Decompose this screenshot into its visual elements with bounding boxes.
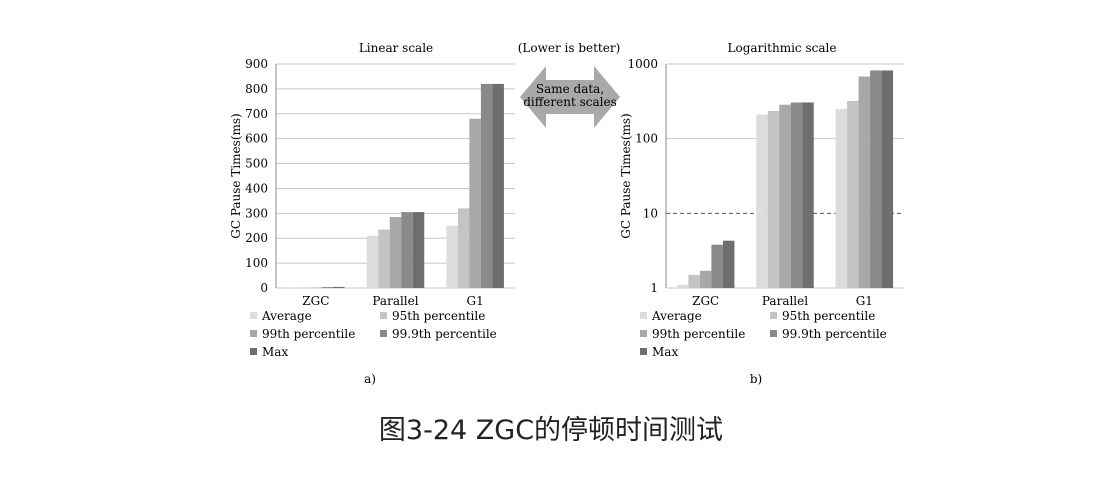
bar-zgc-99-9th-percentile: [321, 287, 334, 288]
bar-parallel-99th-percentile: [389, 217, 402, 288]
legend-swatch: [640, 348, 647, 355]
bar-g1-99-9th-percentile: [870, 70, 882, 288]
legend-swatch: [770, 330, 777, 337]
bar-parallel-99th-percentile: [779, 104, 791, 288]
bar-g1-99-9th-percentile: [480, 83, 493, 289]
x-tick-label: ZGC: [302, 294, 329, 308]
legend-swatch: [640, 330, 647, 337]
legend-label: 99th percentile: [652, 327, 745, 341]
x-tick-label: Parallel: [372, 294, 418, 308]
legend-swatch: [250, 348, 257, 355]
bar-g1-99th-percentile: [858, 76, 871, 288]
bar-parallel-max: [412, 212, 425, 288]
legend-swatch: [640, 312, 647, 319]
double-arrow-icon: [520, 66, 620, 128]
x-tick-label: G1: [467, 294, 484, 308]
y-tick-label: 600: [245, 132, 268, 146]
legend-label: 99th percentile: [262, 327, 355, 341]
y-tick-label: 100: [635, 132, 658, 146]
chart-title: Linear scale: [359, 41, 433, 55]
y-tick-label: 10: [643, 206, 658, 220]
y-tick-label: 100: [245, 256, 268, 270]
bar-g1-average: [446, 225, 458, 288]
bar-zgc-99th-percentile: [699, 270, 712, 288]
legend-swatch: [380, 330, 387, 337]
legend-swatch: [770, 312, 777, 319]
x-tick-label: G1: [856, 294, 873, 308]
figure-caption: 图3-24 ZGC的停顿时间测试: [378, 415, 724, 446]
x-tick-label: ZGC: [692, 294, 719, 308]
y-tick-label: 200: [245, 231, 268, 245]
bar-zgc-average: [676, 284, 689, 288]
legend-label: 95th percentile: [392, 309, 485, 323]
bar-g1-max: [881, 70, 894, 288]
arrow-text-line2: different scales: [523, 95, 616, 109]
legend-swatch: [380, 312, 387, 319]
bar-zgc-95th-percentile: [688, 274, 700, 288]
legend-label: Max: [652, 345, 678, 359]
bar-zgc-max: [333, 286, 345, 288]
legend-label: 99.9th percentile: [782, 327, 887, 341]
y-tick-label: 400: [245, 181, 268, 195]
lower-is-better-note: (Lower is better): [518, 41, 621, 55]
bar-g1-95th-percentile: [457, 208, 470, 288]
legend-label: Average: [651, 309, 702, 323]
bar-g1-average: [835, 108, 848, 288]
bar-zgc-max: [722, 240, 735, 288]
legend-label: 99.9th percentile: [392, 327, 497, 341]
panel-label: b): [750, 372, 762, 386]
bar-parallel-average: [366, 235, 379, 288]
arrow-text-line1: Same data,: [536, 82, 604, 96]
bar-zgc-99-9th-percentile: [711, 244, 723, 288]
y-tick-label: 1000: [627, 57, 658, 71]
bar-parallel-95th-percentile: [767, 110, 780, 288]
y-tick-label: 800: [245, 82, 268, 96]
legend-label: 95th percentile: [782, 309, 875, 323]
y-axis-label: GC Pause Times(ms): [229, 113, 243, 238]
logarithmic-scale-chart: Logarithmic scale 1 10 100 1000 GC Pause Time…: [619, 41, 904, 386]
legend-label: Average: [261, 309, 312, 323]
y-axis-label: GC Pause Times(ms): [619, 113, 633, 238]
panel-label: a): [364, 372, 376, 386]
bar-parallel-99-9th-percentile: [790, 102, 803, 288]
y-tick-label: 900: [245, 57, 268, 71]
figure: (Lower is better) Same data, different s…: [229, 41, 904, 386]
bar-g1-95th-percentile: [847, 100, 859, 289]
bar-parallel-max: [802, 102, 814, 288]
chart-title: Logarithmic scale: [728, 41, 837, 55]
x-tick-label: Parallel: [762, 294, 808, 308]
linear-scale-chart: Linear scale 0 100 200 300 400 500 600 700 800 900…: [229, 41, 515, 386]
y-tick-label: 700: [245, 107, 268, 121]
legend-swatch: [250, 330, 257, 337]
y-tick-label: 500: [245, 157, 268, 171]
y-tick-label: 300: [245, 206, 268, 220]
legend-label: Max: [262, 345, 288, 359]
bar-parallel-99-9th-percentile: [401, 212, 413, 288]
y-tick-label: 0: [260, 281, 268, 295]
bar-parallel-95th-percentile: [378, 229, 390, 288]
legend-swatch: [250, 312, 257, 319]
bar-parallel-average: [756, 114, 768, 288]
y-tick-label: 1: [650, 281, 658, 295]
bar-g1-99th-percentile: [469, 118, 481, 288]
bar-g1-max: [492, 83, 504, 289]
